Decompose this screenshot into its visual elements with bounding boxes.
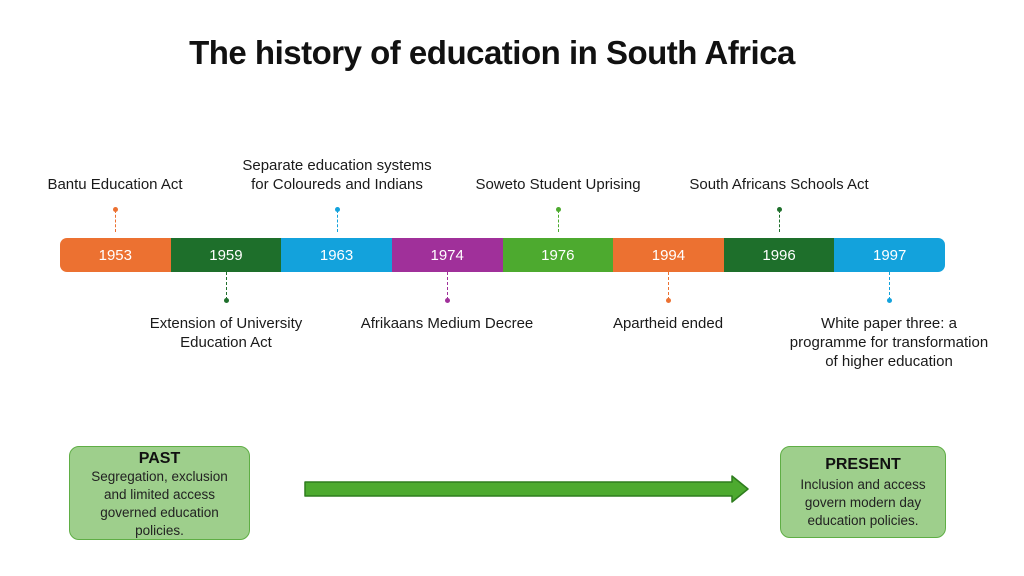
present-box: PRESENT Inclusion and access govern mode…: [780, 446, 946, 538]
year-label: 1959: [209, 246, 243, 264]
past-heading: PAST: [138, 450, 181, 467]
year-label: 1976: [541, 246, 575, 264]
event-label: Soweto Student Uprising: [475, 176, 641, 193]
connector-dot: [887, 298, 892, 303]
connector-line: [115, 210, 116, 232]
connector-dot: [113, 207, 118, 212]
year-label: 1953: [98, 246, 132, 264]
timeline-segment-1976: 1976: [502, 238, 614, 272]
timeline-segment-1997: 1997: [834, 238, 945, 272]
connector-dot: [777, 207, 782, 212]
connector-line: [558, 210, 559, 232]
timeline-segment-1994: 1994: [613, 238, 724, 272]
past-to-present-arrow: [304, 474, 750, 504]
year-label: 1996: [762, 246, 796, 264]
event-label: Bantu Education Act: [47, 176, 183, 193]
connector-dot: [335, 207, 340, 212]
connector-dot: [224, 298, 229, 303]
connector-line: [337, 210, 338, 232]
event-label: White paper three: a programme for trans…: [789, 315, 989, 370]
connector-dot: [445, 298, 450, 303]
event-label: Apartheid ended: [612, 315, 724, 332]
present-heading: PRESENT: [825, 456, 901, 473]
event-label: Separate education systems for Coloureds…: [242, 157, 432, 193]
year-label: 1963: [319, 246, 354, 264]
past-box: PAST Segregation, exclusion and limited …: [69, 446, 250, 540]
timeline-segment-1959: 1959: [170, 238, 282, 272]
connector-line: [447, 272, 448, 300]
year-label: 1974: [430, 246, 464, 264]
connector-line: [779, 210, 780, 232]
present-text: Inclusion and access govern modern day e…: [800, 477, 926, 528]
right-arrow-icon: [304, 475, 749, 503]
event-label: Afrikaans Medium Decree: [360, 315, 534, 332]
timeline-segment-1974: 1974: [391, 238, 503, 272]
connector-line: [668, 272, 669, 300]
year-label: 1994: [651, 246, 686, 264]
timeline-segment-1953: 1953: [60, 238, 171, 272]
connector-line: [226, 272, 227, 300]
page-title: The history of education in South Africa: [189, 34, 795, 71]
connector-dot: [666, 298, 671, 303]
timeline-segment-1963: 1963: [281, 238, 392, 272]
connector-line: [889, 272, 890, 300]
timeline-segment-1996: 1996: [723, 238, 835, 272]
timeline-bar: 1953 1959 1963 1974 1976 1994 1996 1997: [60, 238, 945, 272]
year-label: 1997: [873, 246, 907, 264]
connector-dot: [556, 207, 561, 212]
past-text: Segregation, exclusion and limited acces…: [91, 469, 228, 538]
event-label: Extension of University Education Act: [149, 315, 303, 351]
event-label: South Africans Schools Act: [689, 176, 869, 193]
